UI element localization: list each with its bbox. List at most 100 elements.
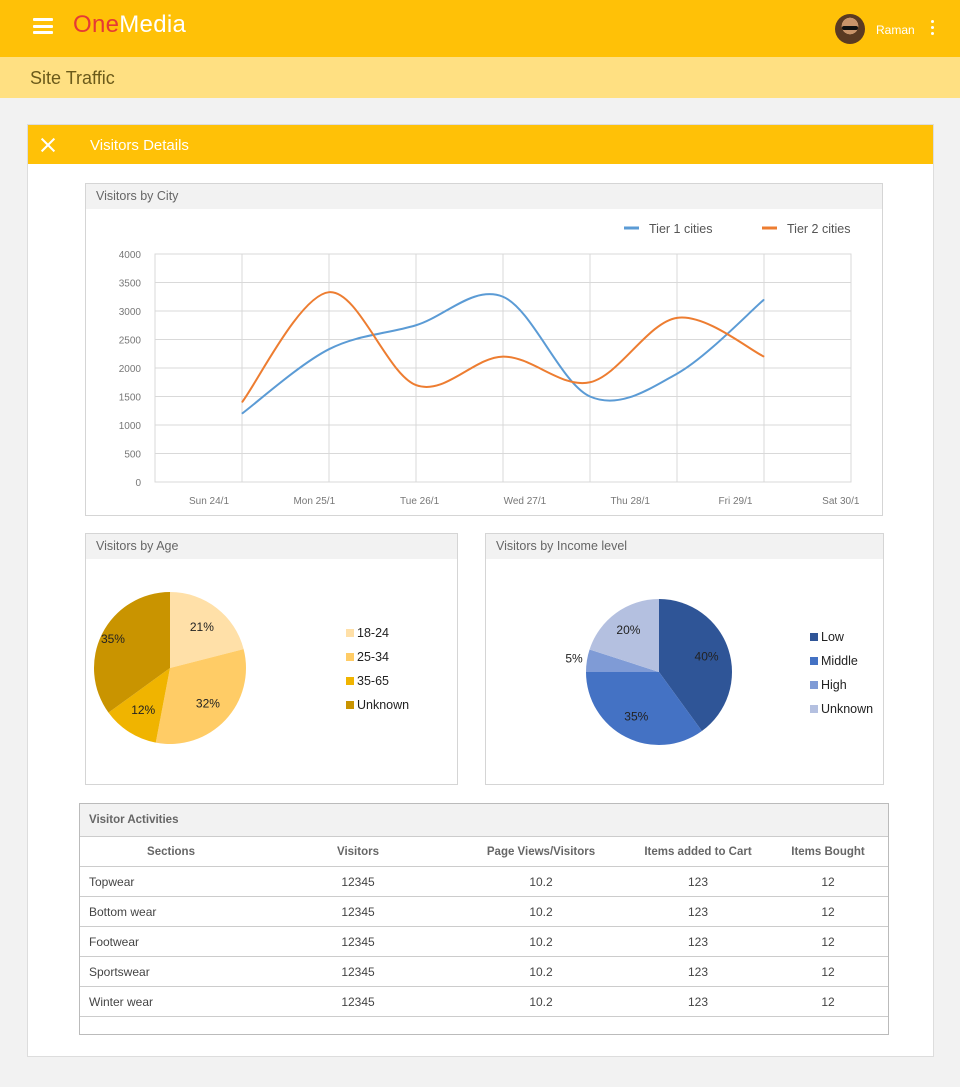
pie-slice [108,668,170,743]
value-cell: 10.2 [454,956,628,987]
value-cell: 12 [768,926,888,957]
income-chart-title: Visitors by Income level [486,534,883,559]
value-cell: 10.2 [454,896,628,927]
value-cell: 123 [628,866,768,897]
legend-swatch [810,633,818,641]
table-row: Bottom wear 12345 10.2 123 12 [80,896,888,927]
section-cell: Winter wear [80,986,262,1017]
legend-label: 25-34 [357,650,389,664]
data-point [328,348,330,350]
user-name[interactable]: Raman [876,23,915,37]
legend-label: Tier 1 cities [649,222,712,236]
table-row: Winter wear 12345 10.2 123 12 [80,986,888,1017]
income-chart-panel: Visitors by Income level 40% 35% 5% 20% Low M… [485,533,884,785]
card-title: Visitors Details [90,137,189,154]
kebab-icon[interactable] [931,20,935,38]
legend-label: 35-65 [357,674,389,688]
value-cell: 123 [628,986,768,1017]
column-header: Sections [80,837,262,867]
city-line-chart: 4000 3500 3000 2500 2000 1500 1000 500 0 Sun 24/1… [119,222,860,507]
value-cell: 12345 [262,986,454,1017]
y-tick-label: 2000 [119,364,142,375]
age-chart-title: Visitors by Age [86,534,457,559]
x-tick-label: Mon 25/1 [293,496,335,507]
table-row: Footwear 12345 10.2 123 12 [80,926,888,957]
value-cell: 123 [628,896,768,927]
age-chart-panel: Visitors by Age 21% 32% 12% 35% 18-24 25-34 35… [85,533,458,785]
legend-swatch [810,657,818,665]
card-header: Visitors Details [28,125,933,164]
pie-data-label: 35% [101,632,125,646]
table-row: Topwear 12345 10.2 123 12 [80,866,888,897]
column-header: Items Bought [768,837,888,867]
app-bar: OneMedia Raman [0,0,960,57]
app-logo[interactable]: OneMedia [73,11,186,39]
value-cell: 10.2 [454,986,628,1017]
y-tick-label: 500 [124,450,141,461]
y-tick-label: 3500 [119,279,142,290]
user-avatar[interactable] [835,14,865,44]
x-tick-label: Fri 29/1 [719,496,753,507]
legend-label: Unknown [357,698,409,712]
data-point [502,356,504,358]
city-chart-panel: Visitors by City 4000 3500 3000 2500 2000 150… [85,183,883,516]
logo-one: One [73,11,120,38]
y-tick-label: 0 [135,478,141,489]
pie-slice [170,592,244,668]
value-cell: 12 [768,956,888,987]
visitor-activities-table: Visitor Activities Sections Visitors Pag… [79,803,889,1035]
value-cell: 123 [628,956,768,987]
y-tick-label: 4000 [119,250,142,261]
income-pie-chart: 40% 35% 5% 20% Low Middle High Unknown [565,599,873,745]
pie-data-label: 21% [190,620,214,634]
hamburger-icon[interactable] [33,18,53,34]
x-tick-label: Tue 26/1 [400,496,440,507]
value-cell: 123 [628,926,768,957]
value-cell: 12 [768,896,888,927]
value-cell: 10.2 [454,866,628,897]
legend-swatch [346,653,354,661]
table-title: Visitor Activities [80,804,888,837]
legend-swatch [346,677,354,685]
column-header: Visitors [262,837,454,867]
value-cell: 12 [768,866,888,897]
legend-swatch [810,705,818,713]
pie-slice [586,649,659,672]
data-point [328,291,330,293]
data-point [676,317,678,319]
data-point [241,413,243,415]
value-cell: 12 [768,986,888,1017]
x-tick-label: Wed 27/1 [504,496,547,507]
value-cell: 10.2 [454,926,628,957]
data-point [502,296,504,298]
logo-media: Media [119,11,187,38]
pie-data-label: 35% [624,710,648,724]
data-point [589,381,591,383]
section-cell: Sportswear [80,956,262,987]
pie-slice [94,592,170,713]
y-tick-label: 1500 [119,393,142,404]
data-point [589,396,591,397]
table-header-row: Sections Visitors Page Views/Visitors It… [80,837,888,867]
y-tick-label: 2500 [119,336,142,347]
data-point [763,356,765,358]
pie-data-label: 20% [616,623,640,637]
pie-data-label: 40% [695,650,719,664]
close-icon[interactable] [40,137,56,153]
visitors-details-card: Visitors Details Visitors by City 4000 35… [27,124,934,1057]
avatar-glasses [842,26,858,30]
value-cell: 12345 [262,896,454,927]
y-tick-label: 3000 [119,307,142,318]
page-title: Site Traffic [30,68,115,88]
city-chart-title: Visitors by City [86,184,882,209]
section-cell: Bottom wear [80,896,262,927]
value-cell: 12345 [262,866,454,897]
pie-data-label: 12% [131,703,155,717]
x-tick-label: Sat 30/1 [822,496,860,507]
legend-label: 18-24 [357,626,389,640]
section-cell: Footwear [80,926,262,957]
data-point [676,373,678,375]
legend-label: Low [821,630,845,644]
data-point [241,401,243,403]
pie-slice [659,599,732,732]
